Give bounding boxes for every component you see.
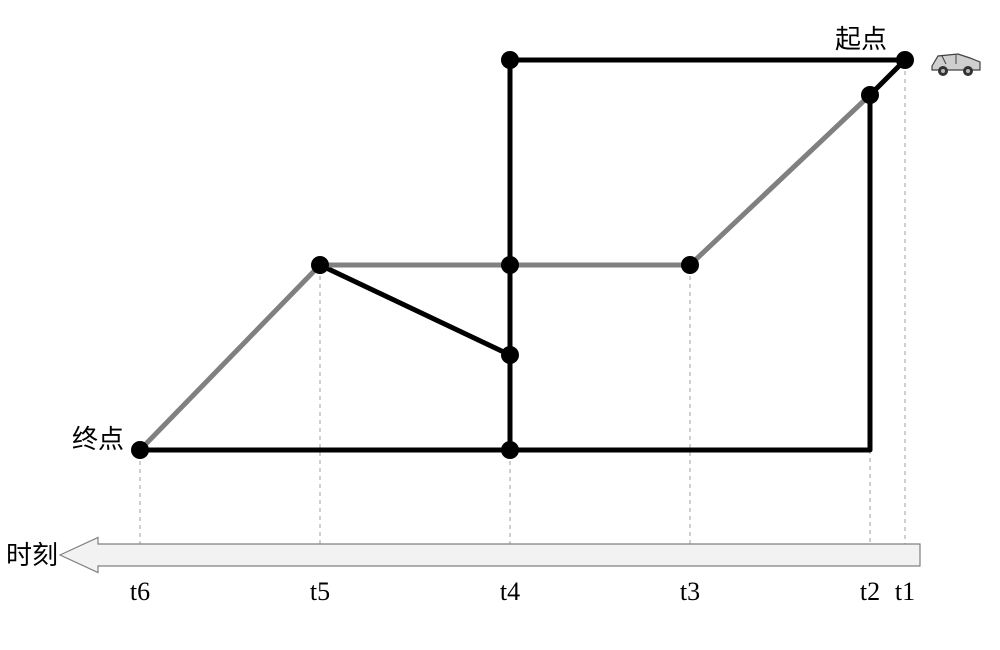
graph-node	[501, 346, 519, 364]
tick-label: t6	[130, 577, 150, 606]
graph-node	[861, 86, 879, 104]
tick-label: t2	[860, 577, 880, 606]
graph-node	[896, 51, 914, 69]
tick-label: t3	[680, 577, 700, 606]
graph-node	[131, 441, 149, 459]
axis-label: 时刻	[6, 541, 58, 570]
tick-label: t4	[500, 577, 520, 606]
graph-node	[501, 256, 519, 274]
graph-node	[311, 256, 329, 274]
tick-label: t5	[310, 577, 330, 606]
edge	[690, 95, 870, 265]
graph-node	[681, 256, 699, 274]
end-label: 终点	[72, 425, 124, 454]
time-axis-arrow	[60, 537, 920, 572]
graph-node	[501, 51, 519, 69]
tick-label: t1	[895, 577, 915, 606]
graph-node	[501, 441, 519, 459]
start-label: 起点	[835, 25, 887, 54]
car-icon	[932, 54, 980, 76]
edge	[320, 265, 510, 355]
edge	[140, 265, 320, 450]
